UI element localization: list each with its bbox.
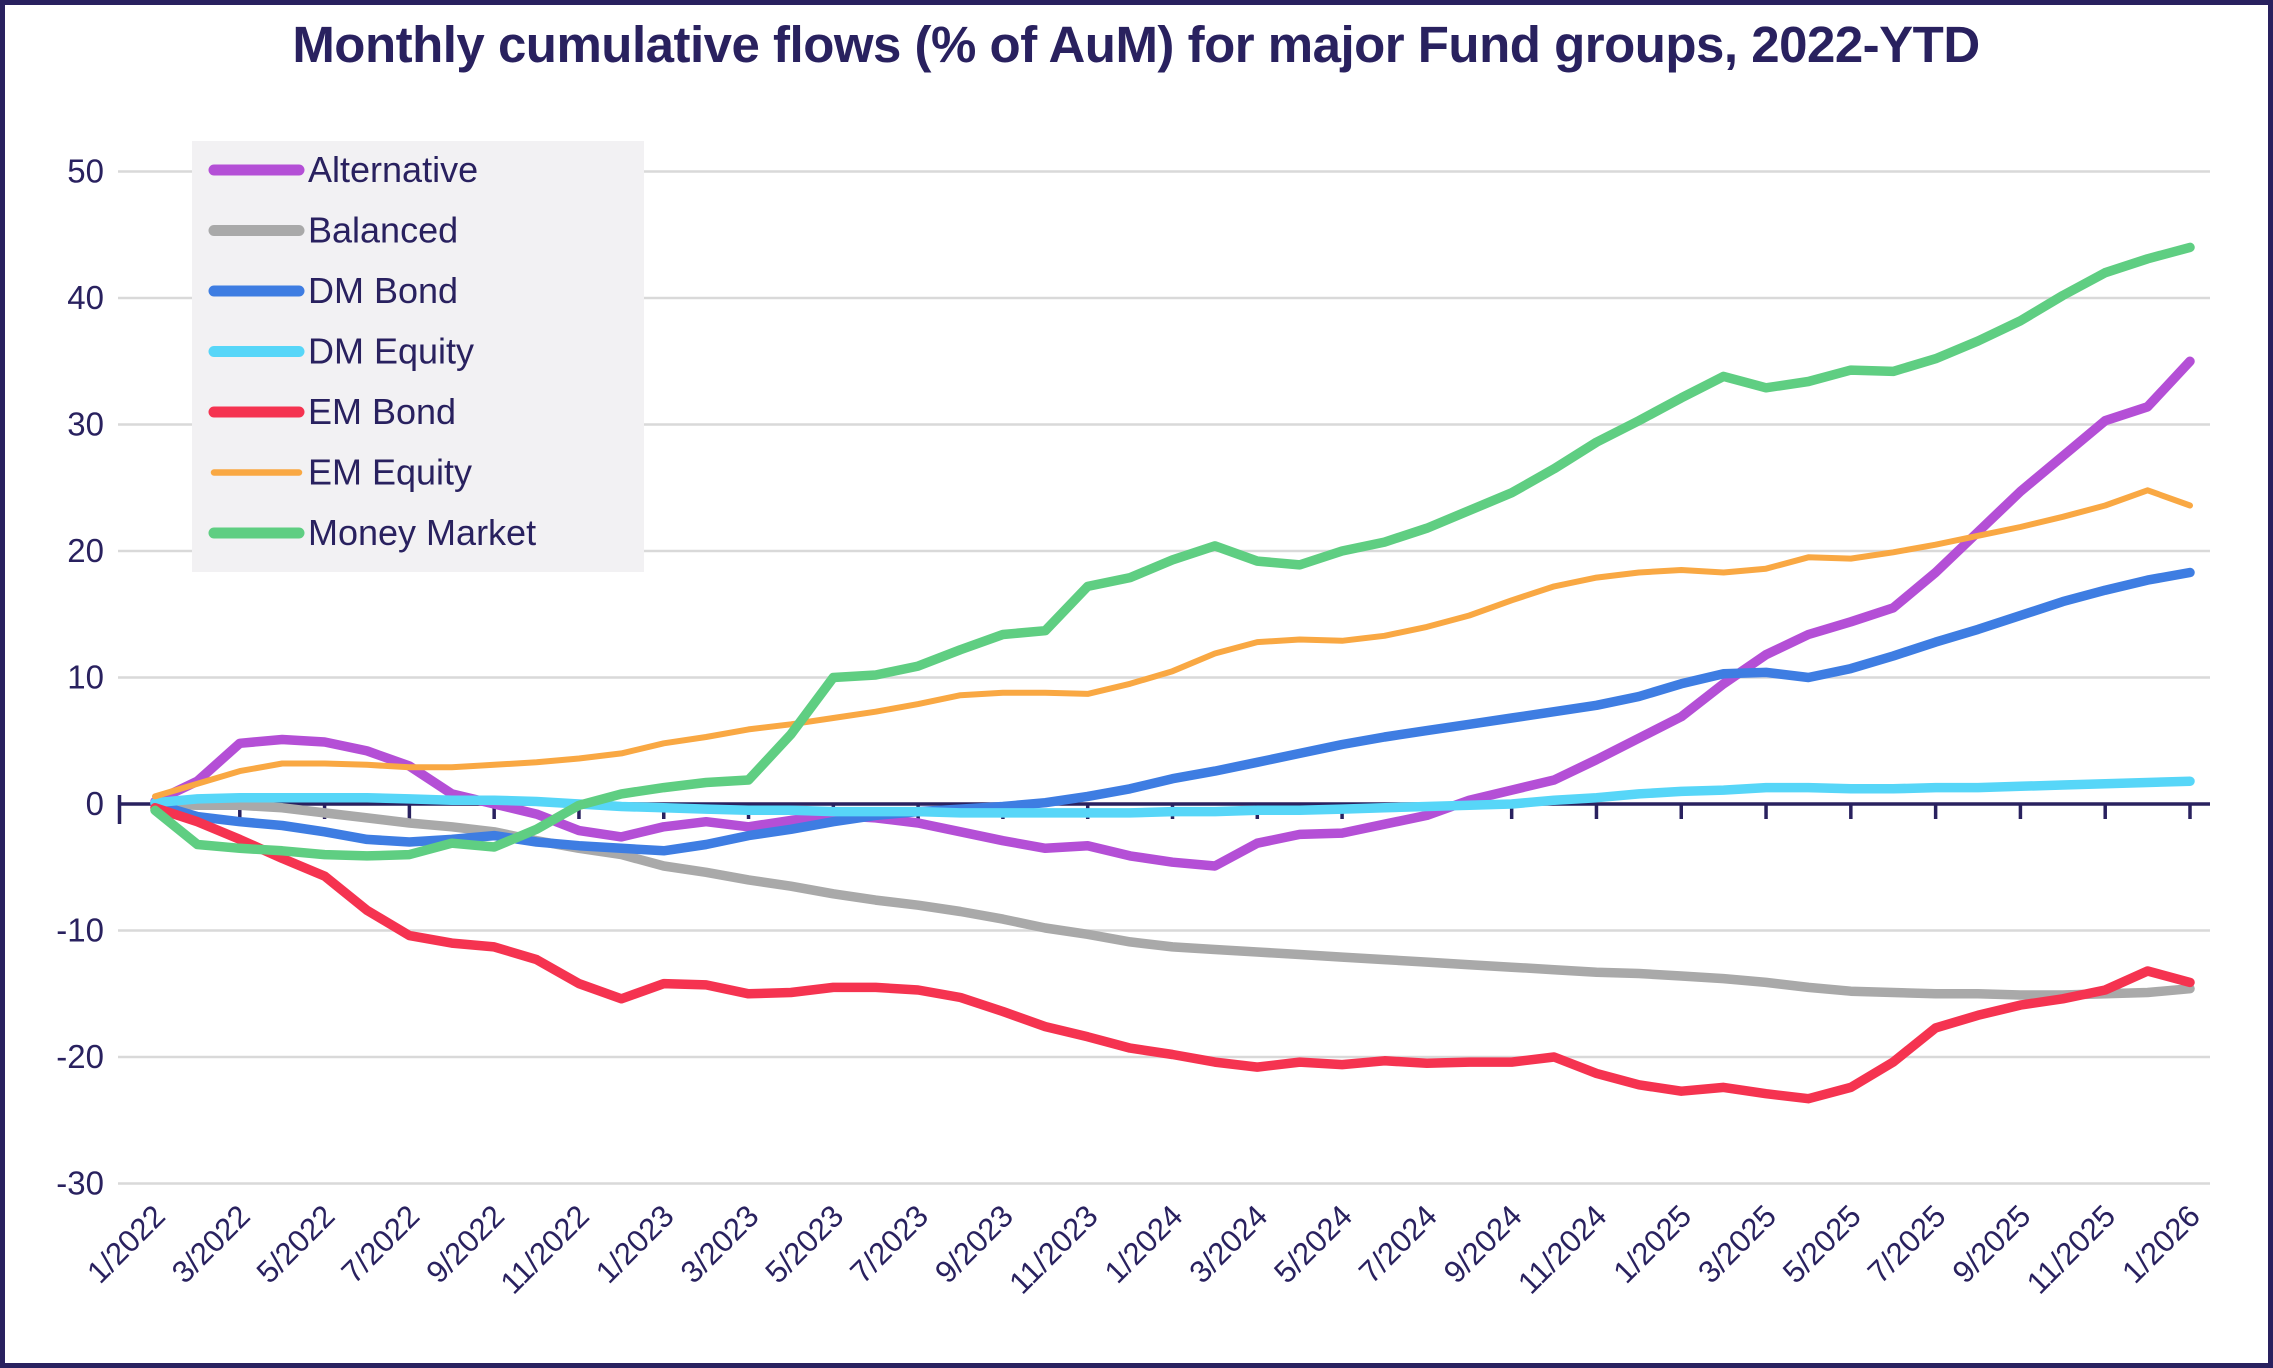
y-tick-label-50: 50	[67, 153, 104, 190]
y-tick-label-20: 20	[67, 532, 104, 569]
legend-label: Money Market	[308, 512, 536, 553]
y-tick-label--20: -20	[56, 1038, 104, 1075]
legend-label: DM Equity	[308, 331, 474, 372]
legend-item-dm-equity[interactable]: DM Equity	[208, 331, 474, 372]
legend-label: EM Equity	[308, 452, 472, 493]
series-line-dm-bond	[150, 567, 2195, 856]
legend-label: DM Bond	[308, 270, 458, 311]
series-lines	[150, 242, 2195, 1104]
series-line-em-bond	[150, 803, 2195, 1104]
y-tick-label--10: -10	[56, 912, 104, 949]
y-tick-label--30: -30	[56, 1165, 104, 1202]
legend: Alternative Balanced DM Bond DM Equity EM Bo…	[192, 141, 644, 572]
series-line-em-equity	[152, 487, 2193, 800]
legend-item-em-bond[interactable]: EM Bond	[208, 391, 456, 432]
series-line-money-market	[150, 242, 2195, 861]
y-tick-label-30: 30	[67, 406, 104, 443]
legend-label: EM Bond	[308, 391, 456, 432]
y-tick-label-0: 0	[86, 785, 104, 822]
legend-item-balanced[interactable]: Balanced	[208, 210, 458, 251]
y-axis-tick-labels: 50 40 30 20 10 0 -10 -20 -30	[56, 153, 104, 1202]
y-tick-label-40: 40	[67, 279, 104, 316]
series-line-dm-equity	[150, 776, 2195, 818]
legend-item-em-equity[interactable]: EM Equity	[210, 452, 472, 493]
chart-title: Monthly cumulative flows (% of AuM) for …	[292, 16, 1979, 73]
legend-label: Balanced	[308, 210, 458, 251]
legend-item-money-market[interactable]: Money Market	[208, 512, 536, 553]
y-tick-label-10: 10	[67, 659, 104, 696]
legend-item-dm-bond[interactable]: DM Bond	[208, 270, 458, 311]
legend-item-alternative[interactable]: Alternative	[208, 149, 478, 190]
legend-label: Alternative	[308, 149, 478, 190]
